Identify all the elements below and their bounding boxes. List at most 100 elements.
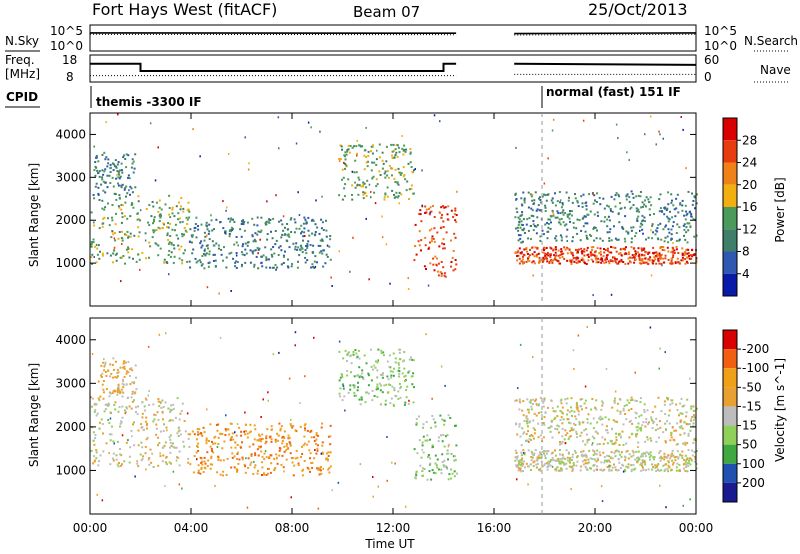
heat-cell xyxy=(532,403,534,405)
heat-cell xyxy=(428,470,431,473)
heat-cell xyxy=(347,178,350,181)
heat-cell xyxy=(544,210,547,212)
heat-cell xyxy=(554,468,557,471)
heat-cell xyxy=(303,424,306,427)
heat-cell xyxy=(673,252,676,254)
heat-cell xyxy=(641,258,644,260)
heat-cell xyxy=(201,435,204,437)
y-tick-label: 1000 xyxy=(55,256,86,270)
heat-cell xyxy=(260,445,262,448)
heat-cell xyxy=(341,375,344,378)
heat-cell xyxy=(403,403,406,406)
heat-cell xyxy=(570,409,573,412)
heat-cell xyxy=(97,380,100,383)
heat-cell xyxy=(649,196,652,199)
heat-cell xyxy=(279,427,282,430)
heat-cell xyxy=(530,408,533,411)
heat-cell xyxy=(634,258,637,261)
heat-cell xyxy=(530,456,533,458)
heat-cell xyxy=(592,454,595,456)
heat-cell xyxy=(194,226,197,229)
heat-cell xyxy=(625,450,628,453)
heat-cell xyxy=(432,471,435,474)
heat-cell xyxy=(642,469,645,471)
heat-cell xyxy=(144,452,147,455)
heat-cell xyxy=(440,434,442,437)
heat-cell xyxy=(141,251,144,254)
heat-cell xyxy=(122,255,125,257)
heat-cell xyxy=(570,263,573,265)
heat-cell xyxy=(682,224,685,227)
heat-cell xyxy=(613,198,616,201)
heat-cell xyxy=(618,221,621,224)
heat-cell xyxy=(592,192,594,195)
heat-cell xyxy=(237,244,239,247)
heat-cell xyxy=(586,468,588,471)
heat-cell xyxy=(115,166,118,169)
heat-cell xyxy=(589,467,591,470)
heat-cell xyxy=(168,194,171,197)
heat-cell xyxy=(234,446,237,449)
heat-cell xyxy=(520,241,523,244)
heat-cell xyxy=(639,463,642,466)
heat-cell xyxy=(612,419,615,422)
heat-cell xyxy=(563,257,566,260)
heat-cell xyxy=(101,423,104,425)
heat-cell xyxy=(593,226,596,229)
heat-cell xyxy=(166,234,169,237)
heat-cell xyxy=(321,239,324,242)
heat-cell xyxy=(238,458,241,461)
heat-cell xyxy=(604,258,607,261)
heat-cell xyxy=(217,244,220,247)
heat-cell xyxy=(135,260,138,263)
heat-cell xyxy=(634,467,637,470)
heat-cell xyxy=(365,186,368,189)
heat-cell xyxy=(106,186,109,189)
nsky-series-line xyxy=(89,32,697,35)
heat-cell xyxy=(583,459,586,462)
heat-cell xyxy=(557,260,560,263)
heat-cell xyxy=(686,262,689,265)
heat-cell xyxy=(638,457,641,460)
heat-cell xyxy=(393,389,396,392)
heat-cell xyxy=(340,145,343,148)
heat-cell xyxy=(557,457,560,460)
heat-cell xyxy=(544,457,547,460)
heat-cell xyxy=(102,432,104,435)
heat-cell xyxy=(658,252,661,255)
heat-cell xyxy=(570,210,573,213)
heat-cell xyxy=(141,457,144,460)
heat-cell xyxy=(431,415,434,417)
heat-cell xyxy=(266,220,269,223)
heat-cell xyxy=(589,251,592,254)
heat-cell xyxy=(144,397,147,400)
heat-cell xyxy=(541,229,544,232)
heat-cell xyxy=(558,256,561,259)
heat-cell xyxy=(116,389,119,392)
heat-cell xyxy=(547,450,550,452)
heat-cell xyxy=(119,453,122,456)
heat-cell xyxy=(101,252,104,255)
heat-cell xyxy=(253,265,256,268)
heat-cell xyxy=(453,213,456,216)
heat-cell xyxy=(325,219,327,222)
heat-cell xyxy=(527,237,530,240)
heat-cell xyxy=(543,193,545,196)
heat-cell xyxy=(603,468,606,471)
heat-cell xyxy=(268,258,270,261)
heat-cell xyxy=(655,470,658,472)
heat-cell xyxy=(682,463,685,466)
heat-cell xyxy=(417,240,420,243)
nsearch-series-line xyxy=(89,33,697,36)
heat-cell xyxy=(117,170,120,173)
heat-cell xyxy=(658,420,661,423)
heat-cell xyxy=(118,406,121,409)
heat-cell xyxy=(385,145,388,148)
heat-cell xyxy=(117,161,120,164)
heat-cell xyxy=(634,371,636,374)
x-tick-label: 16:00 xyxy=(477,521,512,535)
heat-cell xyxy=(615,436,618,439)
heat-cell xyxy=(443,247,446,250)
heat-cell xyxy=(98,421,101,424)
heat-cell xyxy=(211,463,214,466)
